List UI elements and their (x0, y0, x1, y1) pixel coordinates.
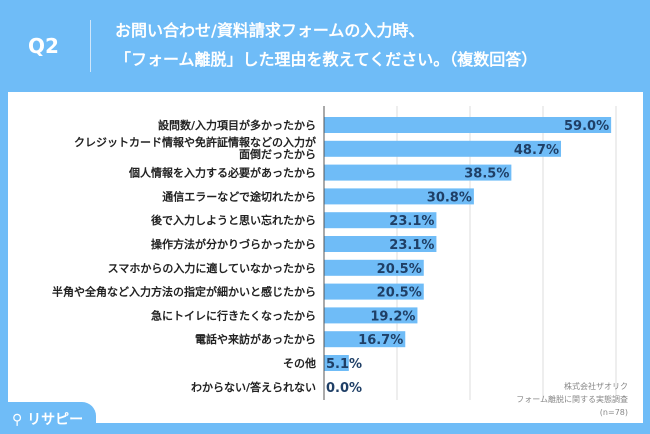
bar (324, 117, 612, 133)
bar (324, 331, 406, 348)
value-label: 23.1% (389, 214, 434, 229)
source-note: 株式会社ザオリク フォーム離脱に関する実態調査 (n=78) (516, 380, 628, 419)
bar (324, 140, 562, 157)
value-label: 30.8% (427, 190, 472, 205)
title-line-2: 「フォーム離脱」した理由を教えてください。（複数回答） (115, 50, 538, 69)
title-line-1: お問い合わせ/資料請求フォームの入力時、 (115, 21, 425, 40)
category-label: 設問数/入力項目が多かったから (158, 118, 316, 132)
value-label: 23.1% (389, 238, 434, 253)
category-label: わからない/答えられない (191, 380, 316, 394)
bar (324, 188, 474, 205)
category-label: 後で入力しようと思い忘れたから (151, 213, 316, 227)
value-label: 20.5% (377, 286, 422, 301)
note-survey: フォーム離脱に関する実態調査 (516, 395, 628, 404)
value-label: 59.0% (564, 119, 609, 134)
value-label: 16.7% (358, 333, 403, 348)
bar (324, 283, 424, 300)
bar (324, 236, 437, 252)
category-label: 電話や来訪があったから (195, 332, 316, 346)
category-label: スマホからの入力に適していなかったから (108, 261, 316, 275)
category-label: 個人情報を入力する必要があったから (128, 166, 316, 180)
value-label: 19.2% (370, 309, 415, 324)
bar (324, 164, 512, 181)
category-label: クレジットカード情報や免許証情報などの入力が (74, 135, 316, 149)
value-label: 20.5% (377, 262, 422, 277)
category-label: その他 (283, 356, 316, 370)
bar (324, 259, 424, 276)
logo: ⚲ リサピー (12, 412, 84, 428)
category-label: 通信エラーなどで途切れたから (162, 189, 316, 203)
value-label: 0.0% (326, 381, 362, 396)
category-label: 操作方法が分かりづらかったから (151, 237, 316, 251)
bar (324, 355, 349, 371)
divider (90, 20, 91, 72)
category-label: 急にトイレに行きたくなったから (151, 308, 316, 322)
category-label: 面倒だったから (239, 147, 316, 161)
question-number: Q2 (28, 34, 59, 58)
bar (324, 307, 418, 324)
header: Q2 お問い合わせ/資料請求フォームの入力時、 「フォーム離脱」した理由を教えて… (0, 0, 650, 92)
search-pin-icon: ⚲ (12, 412, 28, 428)
logo-tab (0, 402, 96, 434)
bar (324, 212, 437, 229)
value-label: 5.1% (326, 357, 362, 372)
value-label: 38.5% (464, 167, 509, 182)
category-label: 半角や全角など入力方法の指定が細かいと感じたから (52, 285, 316, 299)
value-label: 48.7% (514, 143, 559, 158)
page-title: お問い合わせ/資料請求フォームの入力時、 「フォーム離脱」した理由を教えてくださ… (115, 16, 537, 74)
note-company: 株式会社ザオリク (564, 382, 628, 391)
note-sample: (n=78) (599, 408, 628, 417)
